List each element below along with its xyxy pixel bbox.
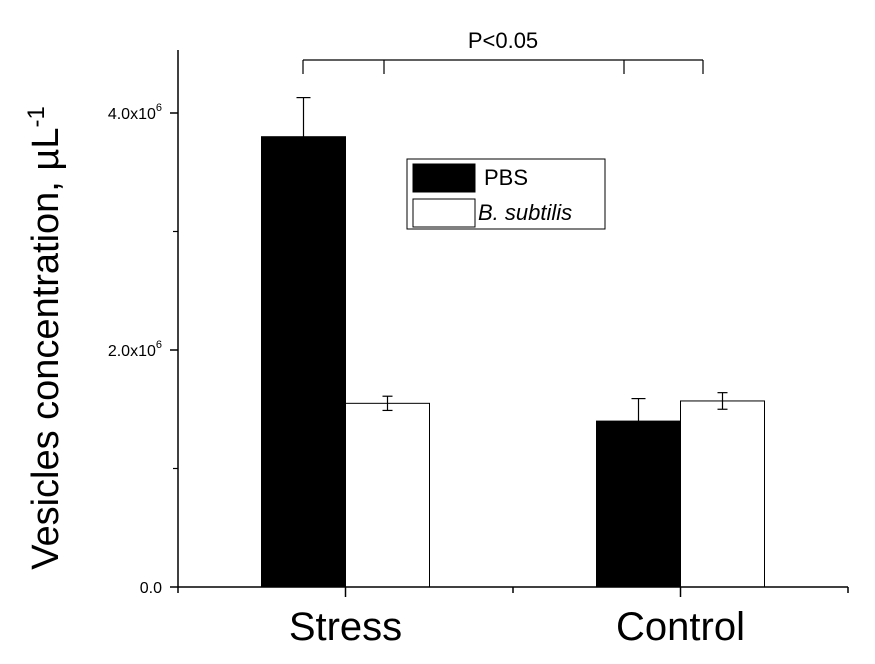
y-tick-label: 0.0 <box>140 580 162 597</box>
error-bar-b-subtilis-stress <box>382 395 393 412</box>
legend: PBS B. subtilis <box>406 158 606 230</box>
y-tick-exponent: 6 <box>156 102 162 114</box>
y-tick-mantissa: 0.0 <box>140 580 162 597</box>
error-bar-b-subtilis-control <box>717 392 728 410</box>
y-axis-label-text: Vesicles concentration, µL <box>25 128 67 570</box>
y-axis-title: Vesicles concentration, µL-1 <box>23 106 67 570</box>
bar-b-subtilis-stress <box>345 402 430 588</box>
y-tick-label: 2.0x106 <box>108 339 162 360</box>
bar-pbs-control <box>596 420 681 588</box>
error-bar-pbs-stress <box>296 96 311 137</box>
legend-swatch-bsubtilis <box>412 198 476 228</box>
bar-b-subtilis-control <box>680 400 765 588</box>
x-category-label-control: Control <box>616 605 745 649</box>
y-tick-mantissa: 2.0x10 <box>108 343 156 360</box>
y-tick-label: 4.0x106 <box>108 102 162 123</box>
legend-label-pbs: PBS <box>484 165 528 190</box>
significance-label: P<0.05 <box>468 28 538 53</box>
y-tick-exponent: 6 <box>156 339 162 351</box>
y-axis-label-superscript: -1 <box>23 106 50 127</box>
y-tick-mantissa: 4.0x10 <box>108 106 156 123</box>
y-axis-label: Vesicles concentration, µL-1 <box>23 106 67 570</box>
error-bars-layer <box>296 96 728 422</box>
legend-swatch-pbs <box>412 163 476 193</box>
significance-bracket: P<0.05 <box>302 28 704 74</box>
legend-label-bsubtilis: B. subtilis <box>478 200 572 225</box>
x-category-label-stress: Stress <box>289 605 402 649</box>
error-bar-pbs-control <box>631 397 646 422</box>
bar-pbs-stress <box>261 136 346 588</box>
